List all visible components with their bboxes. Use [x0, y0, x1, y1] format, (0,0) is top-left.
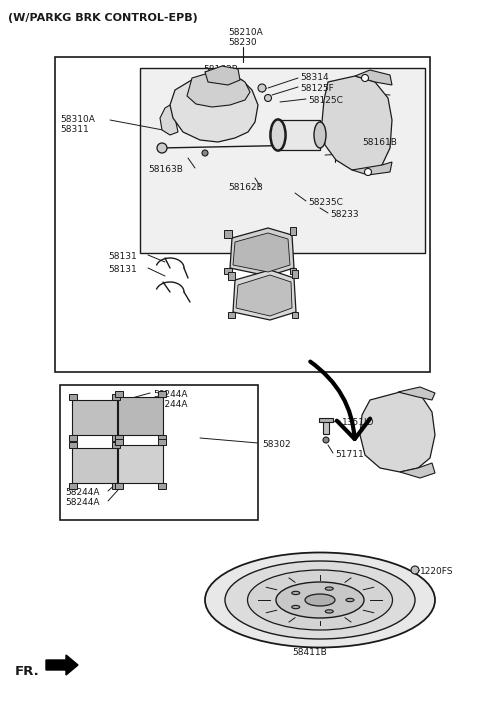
Polygon shape [118, 397, 163, 435]
Text: 58125C: 58125C [308, 96, 343, 105]
Ellipse shape [248, 570, 393, 630]
Polygon shape [160, 105, 178, 135]
Text: 58411B: 58411B [293, 648, 327, 657]
Bar [55, 57, 430, 372]
Text: 58131: 58131 [108, 265, 137, 274]
Bar [323, 420, 329, 434]
Polygon shape [115, 439, 123, 445]
Text: 58131: 58131 [108, 252, 137, 261]
Polygon shape [290, 268, 296, 274]
Polygon shape [115, 391, 123, 397]
Ellipse shape [276, 582, 364, 618]
Polygon shape [158, 435, 166, 441]
Bar [60, 385, 258, 520]
Circle shape [323, 437, 329, 443]
Polygon shape [69, 483, 77, 489]
Text: 58235C: 58235C [308, 198, 343, 207]
Circle shape [258, 84, 266, 92]
Ellipse shape [205, 553, 435, 647]
Polygon shape [292, 312, 298, 318]
Ellipse shape [325, 610, 333, 613]
Polygon shape [69, 435, 77, 441]
Text: 58163B: 58163B [203, 65, 238, 74]
Text: 1351JD: 1351JD [342, 418, 374, 427]
Polygon shape [115, 483, 123, 489]
Polygon shape [158, 439, 166, 445]
Text: 58302: 58302 [262, 440, 290, 449]
Text: 51711: 51711 [335, 450, 364, 459]
Polygon shape [118, 445, 163, 483]
Polygon shape [112, 435, 120, 441]
Text: 58161B: 58161B [362, 138, 397, 147]
Text: 58210A: 58210A [228, 28, 263, 37]
Polygon shape [46, 655, 78, 675]
Text: 58310A: 58310A [60, 115, 95, 124]
Text: 58244A: 58244A [153, 390, 188, 399]
Circle shape [364, 169, 372, 176]
Circle shape [202, 150, 208, 156]
Polygon shape [355, 70, 392, 85]
Text: 58311: 58311 [60, 125, 89, 134]
Polygon shape [69, 442, 77, 448]
Circle shape [361, 75, 369, 82]
Text: FR.: FR. [15, 665, 40, 678]
Ellipse shape [325, 587, 333, 591]
Polygon shape [292, 270, 298, 278]
Polygon shape [233, 270, 296, 320]
Polygon shape [224, 268, 232, 274]
Polygon shape [228, 272, 235, 280]
Polygon shape [290, 227, 296, 235]
Circle shape [411, 566, 419, 574]
Text: 58244A: 58244A [153, 400, 188, 409]
Polygon shape [112, 394, 120, 400]
Polygon shape [230, 228, 294, 276]
Polygon shape [236, 275, 292, 316]
Polygon shape [352, 162, 392, 175]
Polygon shape [112, 483, 120, 489]
Text: 58233: 58233 [330, 210, 359, 219]
Polygon shape [170, 75, 258, 142]
Polygon shape [400, 463, 435, 478]
Polygon shape [72, 400, 117, 435]
Circle shape [157, 143, 167, 153]
Polygon shape [158, 391, 166, 397]
Text: 58244A: 58244A [65, 488, 99, 497]
Polygon shape [158, 483, 166, 489]
Ellipse shape [271, 120, 285, 150]
Polygon shape [112, 442, 120, 448]
Polygon shape [69, 394, 77, 400]
Circle shape [264, 94, 272, 101]
Polygon shape [228, 312, 235, 318]
Polygon shape [72, 448, 117, 483]
Ellipse shape [314, 122, 326, 148]
Polygon shape [322, 76, 392, 172]
Text: (W/PARKG BRK CONTROL-EPB): (W/PARKG BRK CONTROL-EPB) [8, 13, 198, 23]
Bar [140, 68, 425, 253]
Ellipse shape [305, 594, 335, 606]
FancyArrowPatch shape [310, 361, 370, 439]
Text: 58162B: 58162B [228, 183, 263, 192]
Ellipse shape [292, 605, 300, 609]
Ellipse shape [346, 598, 354, 602]
Polygon shape [187, 72, 250, 107]
Bar [319, 418, 333, 422]
Polygon shape [233, 233, 290, 272]
Text: 1220FS: 1220FS [420, 567, 454, 576]
Text: 58163B: 58163B [148, 165, 183, 174]
Ellipse shape [225, 561, 415, 639]
Polygon shape [360, 392, 435, 472]
Polygon shape [205, 66, 240, 85]
Text: 58125F: 58125F [300, 84, 334, 93]
Bar [278, 120, 320, 150]
Text: 58244A: 58244A [65, 498, 99, 507]
Text: 58230: 58230 [228, 38, 257, 47]
Polygon shape [398, 387, 435, 400]
Polygon shape [224, 230, 232, 238]
Text: 58314: 58314 [300, 73, 329, 82]
Polygon shape [115, 435, 123, 441]
Ellipse shape [292, 591, 300, 595]
